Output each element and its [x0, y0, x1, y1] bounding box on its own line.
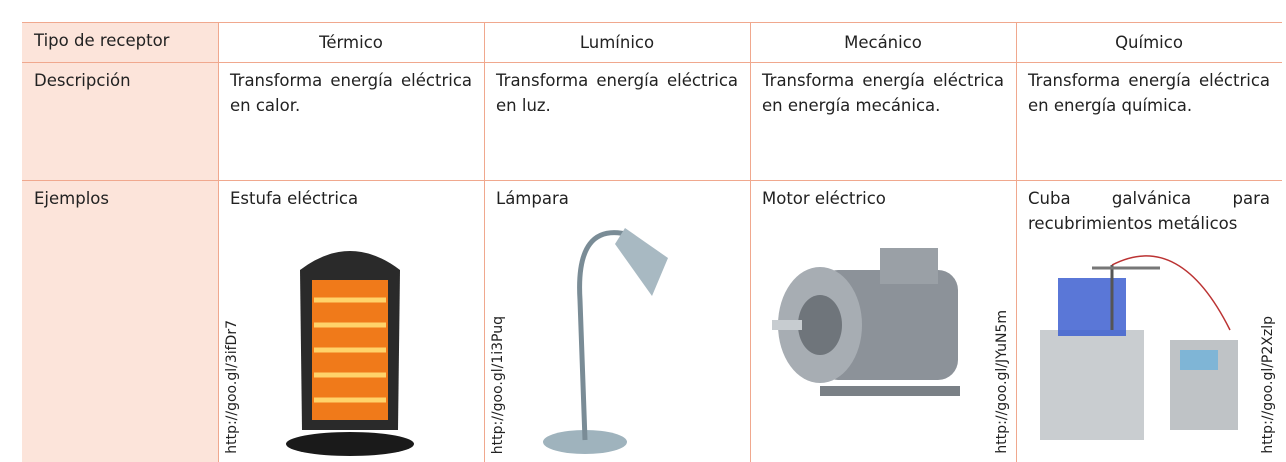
rule [218, 22, 219, 462]
image-credit: http://goo.gl/P2Xzlp [1260, 316, 1276, 454]
motor-image [772, 248, 960, 396]
header-cell: Químico [1115, 33, 1183, 52]
description: Transforma energía eléctrica en calor. [230, 71, 472, 115]
image-credit: http://goo.gl/JYuN5m [994, 310, 1010, 454]
rule [22, 62, 1282, 63]
header-cell: Mecánico [844, 33, 922, 52]
row-label: Descripción [22, 62, 218, 180]
example-label: Motor eléctrico [762, 189, 886, 208]
header-cell: Térmico [319, 33, 383, 52]
example-label: Estufa eléctrica [230, 189, 359, 208]
description: Transforma energía eléctrica en energía … [762, 71, 1004, 115]
description: Transforma energía eléctrica en luz. [496, 71, 738, 115]
lamp-image [543, 228, 668, 454]
row-label: Ejemplos [22, 180, 218, 462]
image-credit: http://goo.gl/1i3Puq [490, 315, 506, 454]
electrolysis-image [1040, 255, 1238, 440]
example-label: Lámpara [496, 189, 569, 208]
heater-image [286, 251, 414, 456]
rule [22, 22, 1282, 23]
header-cell: Tipo de receptor [22, 22, 218, 62]
rule [484, 22, 485, 462]
example-label: Cuba galvánica para recubrimientos metál… [1028, 189, 1270, 233]
rule [750, 22, 751, 462]
rule [22, 180, 1282, 181]
image-credit: http://goo.gl/3ifDr7 [224, 320, 240, 454]
description: Transforma energía eléctrica en energía … [1028, 71, 1270, 115]
header-cell: Lumínico [579, 33, 655, 52]
rule [1016, 22, 1017, 462]
